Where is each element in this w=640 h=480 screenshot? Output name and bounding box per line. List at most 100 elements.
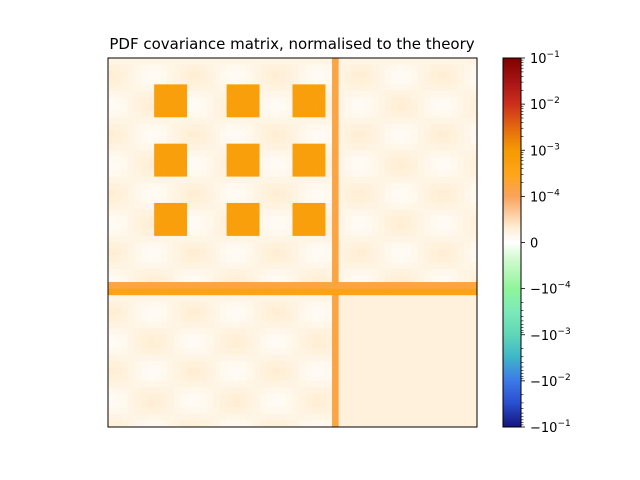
heatmap-cell bbox=[299, 407, 307, 415]
heatmap-cell bbox=[378, 321, 386, 329]
heatmap-cell bbox=[200, 308, 208, 316]
heatmap-cell bbox=[404, 354, 412, 362]
heatmap-cell bbox=[463, 104, 471, 112]
heatmap-cell bbox=[167, 97, 175, 105]
heatmap-cell bbox=[220, 249, 227, 257]
heatmap-cell bbox=[134, 354, 142, 362]
heatmap-cell bbox=[206, 420, 214, 428]
heatmap-cell bbox=[259, 84, 267, 92]
heatmap-cell bbox=[358, 347, 366, 355]
heatmap-cell bbox=[430, 282, 438, 289]
heatmap-cell bbox=[147, 268, 155, 276]
heatmap-cell bbox=[160, 189, 168, 197]
heatmap-cell bbox=[259, 347, 267, 355]
heatmap-cell bbox=[325, 407, 333, 415]
heatmap-cell bbox=[147, 407, 155, 415]
heatmap-cell bbox=[444, 202, 451, 210]
heatmap-cell bbox=[364, 268, 372, 276]
heatmap-cell bbox=[200, 202, 208, 210]
heatmap-cell bbox=[358, 268, 366, 276]
heatmap-cell bbox=[134, 143, 142, 151]
heatmap-cell bbox=[299, 374, 307, 382]
heatmap-cell bbox=[193, 137, 201, 145]
heatmap-cell bbox=[318, 367, 326, 375]
heatmap-cell bbox=[305, 328, 313, 336]
heatmap-cell bbox=[272, 163, 280, 171]
heatmap-cell bbox=[180, 222, 188, 230]
heatmap-cell bbox=[332, 176, 339, 184]
heatmap-cell bbox=[345, 150, 353, 158]
heatmap-cell bbox=[246, 380, 254, 388]
heatmap-cell bbox=[140, 130, 148, 138]
heatmap-cell bbox=[364, 341, 372, 349]
heatmap-cell bbox=[213, 380, 221, 388]
heatmap-cell bbox=[318, 314, 326, 322]
heatmap-cell bbox=[332, 117, 339, 125]
heatmap-cell bbox=[108, 58, 115, 65]
heatmap-cell bbox=[424, 117, 432, 125]
heatmap-cell bbox=[424, 394, 432, 401]
heatmap-cell bbox=[444, 295, 451, 303]
heatmap-cell bbox=[127, 58, 135, 65]
heatmap-cell bbox=[292, 334, 300, 342]
heatmap-cell bbox=[358, 202, 366, 210]
heatmap-cell bbox=[384, 123, 392, 131]
heatmap-cell bbox=[457, 334, 465, 342]
heatmap-cell bbox=[411, 71, 419, 79]
heatmap-cell bbox=[292, 229, 300, 237]
heatmap-cell bbox=[345, 321, 353, 329]
heatmap-cell bbox=[173, 314, 181, 322]
heatmap-cell bbox=[351, 110, 359, 118]
heatmap-cell bbox=[154, 308, 162, 316]
heatmap-cell bbox=[233, 156, 241, 164]
heatmap-cell bbox=[252, 295, 260, 303]
heatmap-cell bbox=[187, 361, 195, 369]
heatmap-cell bbox=[371, 110, 379, 118]
heatmap-cell bbox=[233, 209, 241, 217]
heatmap-cell bbox=[358, 334, 366, 342]
heatmap-cell bbox=[180, 64, 188, 72]
heatmap-cell bbox=[140, 301, 148, 309]
heatmap-cell bbox=[299, 400, 307, 408]
heatmap-cell bbox=[299, 255, 307, 263]
heatmap-cell bbox=[259, 387, 267, 395]
heatmap-cell bbox=[285, 341, 293, 349]
heatmap-cell bbox=[272, 334, 280, 342]
heatmap-cell bbox=[173, 249, 181, 257]
heatmap-cell bbox=[424, 216, 432, 224]
heatmap-cell bbox=[213, 163, 221, 171]
heatmap-cell bbox=[470, 137, 478, 145]
heatmap-cell bbox=[325, 334, 333, 342]
heatmap-cell bbox=[424, 367, 432, 375]
heatmap-cell bbox=[384, 374, 392, 382]
heatmap-cell bbox=[180, 380, 188, 388]
heatmap-cell bbox=[187, 163, 195, 171]
heatmap-cell bbox=[384, 314, 392, 322]
heatmap-cell bbox=[272, 328, 280, 336]
heatmap-cell bbox=[345, 130, 353, 138]
heatmap-cell bbox=[114, 321, 122, 329]
heatmap-cell bbox=[404, 137, 412, 145]
heatmap-cell bbox=[114, 137, 122, 145]
heatmap-cell bbox=[272, 235, 280, 243]
heatmap-cell bbox=[345, 288, 353, 296]
heatmap-cell bbox=[358, 209, 366, 217]
heatmap-cell bbox=[206, 407, 214, 415]
heatmap-cell bbox=[444, 130, 451, 138]
heatmap-cell bbox=[266, 380, 274, 388]
heatmap-cell bbox=[173, 90, 181, 98]
heatmap-cell bbox=[371, 334, 379, 342]
heatmap-cell bbox=[180, 150, 188, 158]
heatmap-cell bbox=[384, 170, 392, 177]
heatmap-cell bbox=[437, 163, 445, 171]
heatmap-cell bbox=[312, 354, 320, 362]
heatmap-cell bbox=[147, 216, 155, 224]
heatmap-cell bbox=[332, 156, 339, 164]
heatmap-cell bbox=[332, 268, 339, 276]
heatmap-cell bbox=[239, 262, 247, 270]
heatmap-cell bbox=[233, 367, 241, 375]
heatmap-cell bbox=[167, 170, 175, 177]
heatmap-cell bbox=[220, 367, 227, 375]
heatmap-cell bbox=[397, 150, 405, 158]
heatmap-cell bbox=[450, 150, 458, 158]
